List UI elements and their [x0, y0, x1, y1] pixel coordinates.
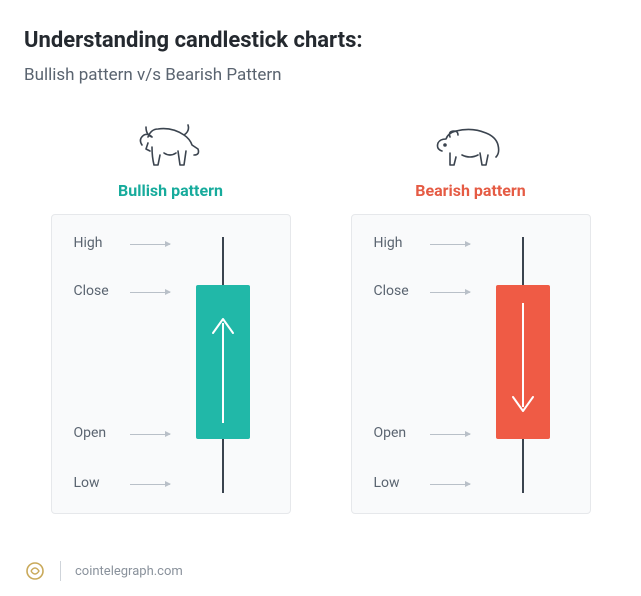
bullish-column: Bullish pattern High Close Open Low [41, 121, 301, 514]
patterns-row: Bullish pattern High Close Open Low [24, 121, 617, 514]
bearish-open-label: Open [374, 425, 407, 441]
footer: cointelegraph.com [24, 560, 183, 582]
footer-divider [60, 561, 61, 581]
bullish-close-label: Close [74, 283, 109, 299]
bearish-open-arrow-icon [430, 434, 470, 435]
bearish-low-label: Low [374, 475, 400, 491]
footer-site-label: cointelegraph.com [75, 564, 183, 579]
bullish-low-label: Low [74, 475, 100, 491]
bullish-card: High Close Open Low [51, 214, 291, 514]
bullish-open-label: Open [74, 425, 107, 441]
bear-icon [432, 121, 510, 173]
cointelegraph-logo-icon [24, 560, 46, 582]
bearish-high-label: High [374, 235, 403, 251]
bullish-high-arrow-icon [130, 244, 170, 245]
bearish-low-arrow-icon [430, 484, 470, 485]
bearish-high-arrow-icon [430, 244, 470, 245]
bearish-direction-arrow-icon [508, 295, 538, 425]
bullish-low-arrow-icon [130, 484, 170, 485]
bullish-high-label: High [74, 235, 103, 251]
bearish-close-arrow-icon [430, 292, 470, 293]
bearish-title: Bearish pattern [415, 181, 526, 200]
bullish-title: Bullish pattern [118, 181, 223, 200]
page-title: Understanding candlestick charts: [24, 28, 617, 53]
bullish-direction-arrow-icon [208, 305, 238, 425]
bull-icon [134, 121, 208, 173]
bearish-card: High Close Open Low [351, 214, 591, 514]
bearish-close-label: Close [374, 283, 409, 299]
page-subtitle: Bullish pattern v/s Bearish Pattern [24, 65, 617, 85]
bullish-close-arrow-icon [130, 292, 170, 293]
bullish-open-arrow-icon [130, 434, 170, 435]
bearish-column: Bearish pattern High Close Open Low [341, 121, 601, 514]
